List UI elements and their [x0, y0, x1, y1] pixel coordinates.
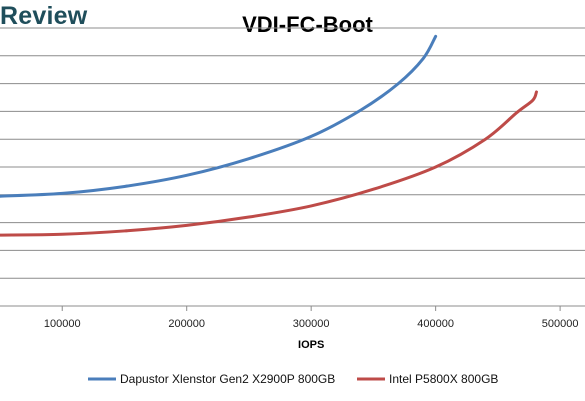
series-line-1 — [0, 34, 438, 198]
x-tick-label: 300000 — [293, 318, 330, 330]
legend: Dapustor Xlenstor Gen2 X2900P 800GB Intel… — [88, 372, 498, 386]
gridlines — [0, 27, 585, 307]
x-axis-ticks: 100000 200000 300000 400000 500000 — [44, 306, 579, 330]
series-lines — [0, 34, 538, 237]
brand-logo-text: Review — [0, 2, 88, 30]
x-tick-label: 200000 — [168, 318, 205, 330]
legend-label: Dapustor Xlenstor Gen2 X2900P 800GB — [120, 372, 335, 386]
chart-title: VDI-FC-Boot — [242, 12, 373, 37]
x-tick-label: 100000 — [44, 318, 81, 330]
x-axis-title: IOPS — [298, 339, 324, 351]
legend-label: Intel P5800X 800GB — [389, 372, 498, 386]
series-line-2 — [0, 90, 538, 237]
x-tick-label: 400000 — [417, 318, 454, 330]
x-tick-label: 500000 — [542, 318, 579, 330]
